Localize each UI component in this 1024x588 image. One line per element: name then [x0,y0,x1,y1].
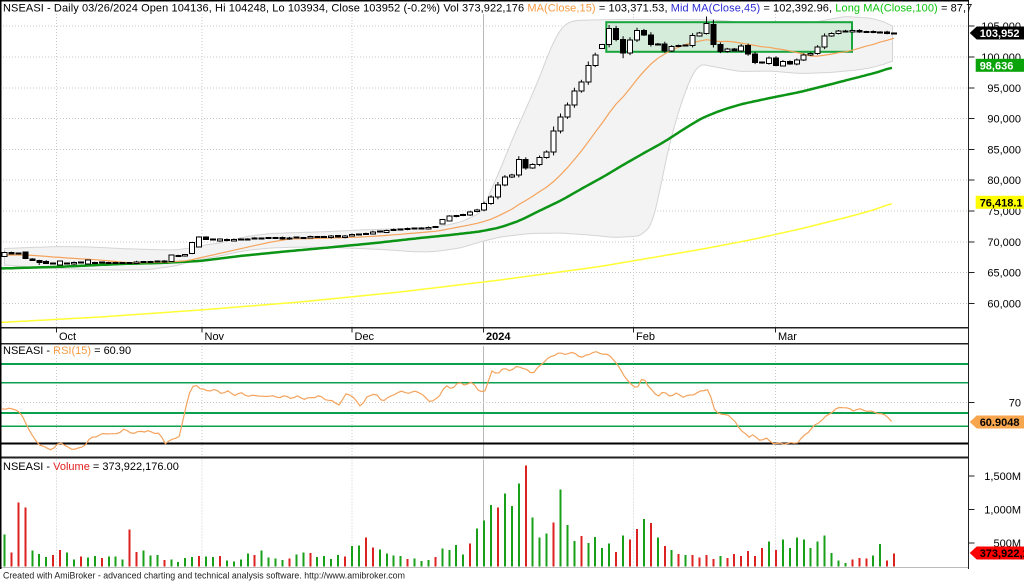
svg-text:95,000: 95,000 [987,83,1021,95]
svg-text:Mar: Mar [778,331,797,343]
svg-text:Dec: Dec [355,331,375,343]
svg-text:NSEASI - RSI(15) = 60.90: NSEASI - RSI(15) = 60.90 [3,345,131,357]
svg-text:NSEASI - Volume = 373,922,176.: NSEASI - Volume = 373,922,176.00 [3,461,179,473]
svg-text:76,418.1: 76,418.1 [980,197,1023,209]
svg-text:98,636: 98,636 [980,60,1014,72]
svg-text:70: 70 [1009,398,1021,410]
svg-text:103,952: 103,952 [980,28,1020,40]
svg-text:65,000: 65,000 [987,268,1021,280]
svg-text:373,922,1: 373,922,1 [980,548,1024,560]
svg-text:2024: 2024 [486,331,511,343]
svg-text:60.9048: 60.9048 [980,417,1020,429]
svg-text:90,000: 90,000 [987,114,1021,126]
svg-text:60,000: 60,000 [987,298,1021,310]
svg-text:85,000: 85,000 [987,144,1021,156]
svg-text:Oct: Oct [59,331,76,343]
svg-text:1,000M: 1,000M [984,505,1021,517]
svg-text:NSEASI - Daily 03/26/2024 Open: NSEASI - Daily 03/26/2024 Open 104136, H… [3,3,972,15]
svg-text:80,000: 80,000 [987,175,1021,187]
svg-text:1,500M: 1,500M [984,471,1021,483]
svg-text:Feb: Feb [636,331,655,343]
svg-text:Created with AmiBroker - advan: Created with AmiBroker - advanced charti… [3,571,405,581]
svg-text:70,000: 70,000 [987,237,1021,249]
svg-text:75,000: 75,000 [987,206,1021,218]
svg-text:Nov: Nov [205,331,225,343]
